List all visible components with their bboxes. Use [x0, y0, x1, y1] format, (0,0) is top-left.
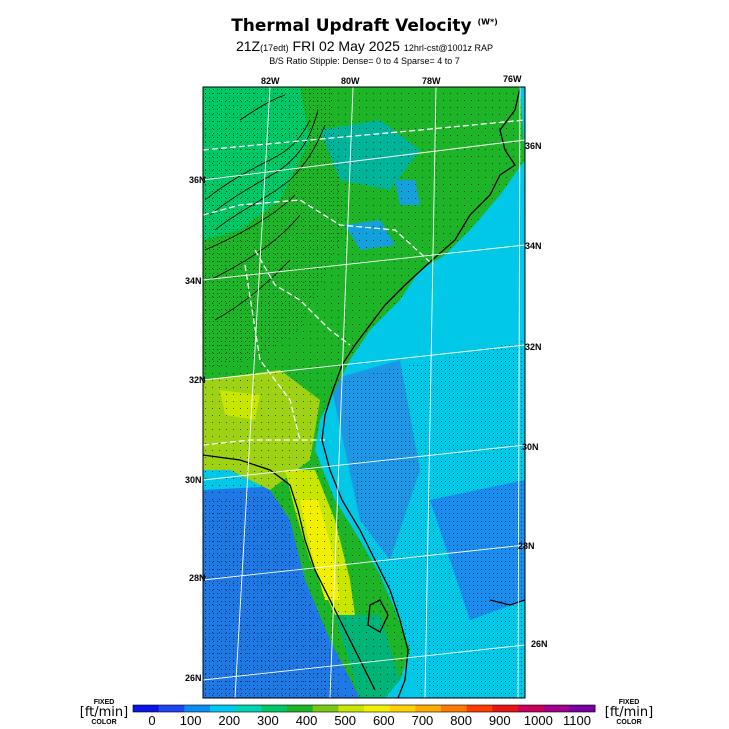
colorbar-swatch — [364, 705, 391, 712]
lat-label: 28N — [518, 541, 535, 551]
lon-label: 80W — [341, 76, 360, 86]
colorbar-swatch — [415, 705, 442, 712]
stipple-legend-note: B/S Ratio Stipple: Dense= 0 to 4 Sparse=… — [269, 56, 460, 66]
colorbar-swatch — [312, 705, 339, 712]
colorbar-swatch — [158, 705, 185, 712]
colorbar-swatch — [235, 705, 262, 712]
lon-label: 82W — [261, 76, 280, 86]
colorbar — [132, 704, 596, 713]
colorbar-tick-label: 1000 — [524, 713, 553, 728]
colorbar-swatch — [184, 705, 211, 712]
stipple-dense-gulf — [203, 495, 340, 698]
lat-labels-right: 36N 34N 32N 30N 28N 26N — [518, 141, 548, 649]
colorbar-swatch — [389, 705, 416, 712]
stipple-dense-north — [203, 87, 345, 370]
colorbar-swatch — [569, 705, 596, 712]
colorbar-tick-label: 100 — [180, 713, 202, 728]
colorbar-swatch — [133, 705, 160, 712]
colorbar-swatch — [338, 705, 365, 712]
coastline — [203, 87, 525, 698]
colorbar-tick-label: 0 — [148, 713, 155, 728]
colorbar-right-label: FIXED [ft/min] COLOR — [604, 699, 654, 726]
lon-label: 78W — [422, 76, 441, 86]
lat-label: 36N — [525, 141, 542, 151]
colorbar-tick-label: 400 — [296, 713, 318, 728]
lat-label: 26N — [531, 639, 548, 649]
colorbar-swatch — [287, 705, 314, 712]
map-subtitle: 21Z(17edt) FRI 02 May 2025 12hrl-cst@100… — [235, 38, 493, 54]
lon-label: 76W — [503, 74, 522, 84]
colorbar-tick-label: 200 — [218, 713, 240, 728]
colorbar-tick-label: 1100 — [563, 713, 591, 728]
map-field — [203, 87, 525, 698]
lat-label: 32N — [525, 342, 542, 352]
title-units: (W*) — [477, 17, 498, 27]
colorbar-swatch — [466, 705, 493, 712]
lon-labels: 82W 80W 78W 76W — [261, 74, 522, 86]
colorbar-frame — [132, 704, 596, 713]
lat-label: 28N — [189, 573, 206, 583]
lat-labels-left: 36N 34N 32N 30N 28N 26N — [185, 175, 206, 683]
colorbar-swatch — [210, 705, 237, 712]
colorbar-swatch — [261, 705, 288, 712]
colorbar-swatch — [441, 705, 468, 712]
lat-label: 26N — [185, 673, 202, 683]
lat-label: 34N — [525, 241, 542, 251]
colorbar-tick-label: 900 — [489, 713, 511, 728]
colorbar-tick-label: 600 — [373, 713, 395, 728]
colorbar-tick-label: 500 — [334, 713, 356, 728]
stipple-dense-ocean — [340, 340, 525, 698]
colorbar-swatch — [543, 705, 570, 712]
colorbar-swatch — [518, 705, 545, 712]
colorbar-tick-label: 800 — [450, 713, 472, 728]
graticule — [203, 87, 525, 698]
lat-label: 36N — [189, 175, 206, 185]
colorbar-tick-label: 700 — [412, 713, 434, 728]
lat-label: 30N — [522, 442, 539, 452]
lat-label: 30N — [185, 475, 202, 485]
lat-label: 34N — [185, 276, 202, 286]
colorbar-ticks: 0 100 200 300 400 500 600 700 800 900 1000 1100 — [148, 713, 591, 728]
map-frame — [202, 86, 526, 699]
colorbar-tick-label: 300 — [257, 713, 279, 728]
map-title: Thermal Updraft Velocity (W*) — [231, 16, 498, 36]
colorbar-swatch — [492, 705, 519, 712]
state-borders — [203, 119, 525, 446]
lat-label: 32N — [189, 375, 206, 385]
colorbar-left-label: FIXED [ft/min] COLOR — [79, 699, 129, 726]
